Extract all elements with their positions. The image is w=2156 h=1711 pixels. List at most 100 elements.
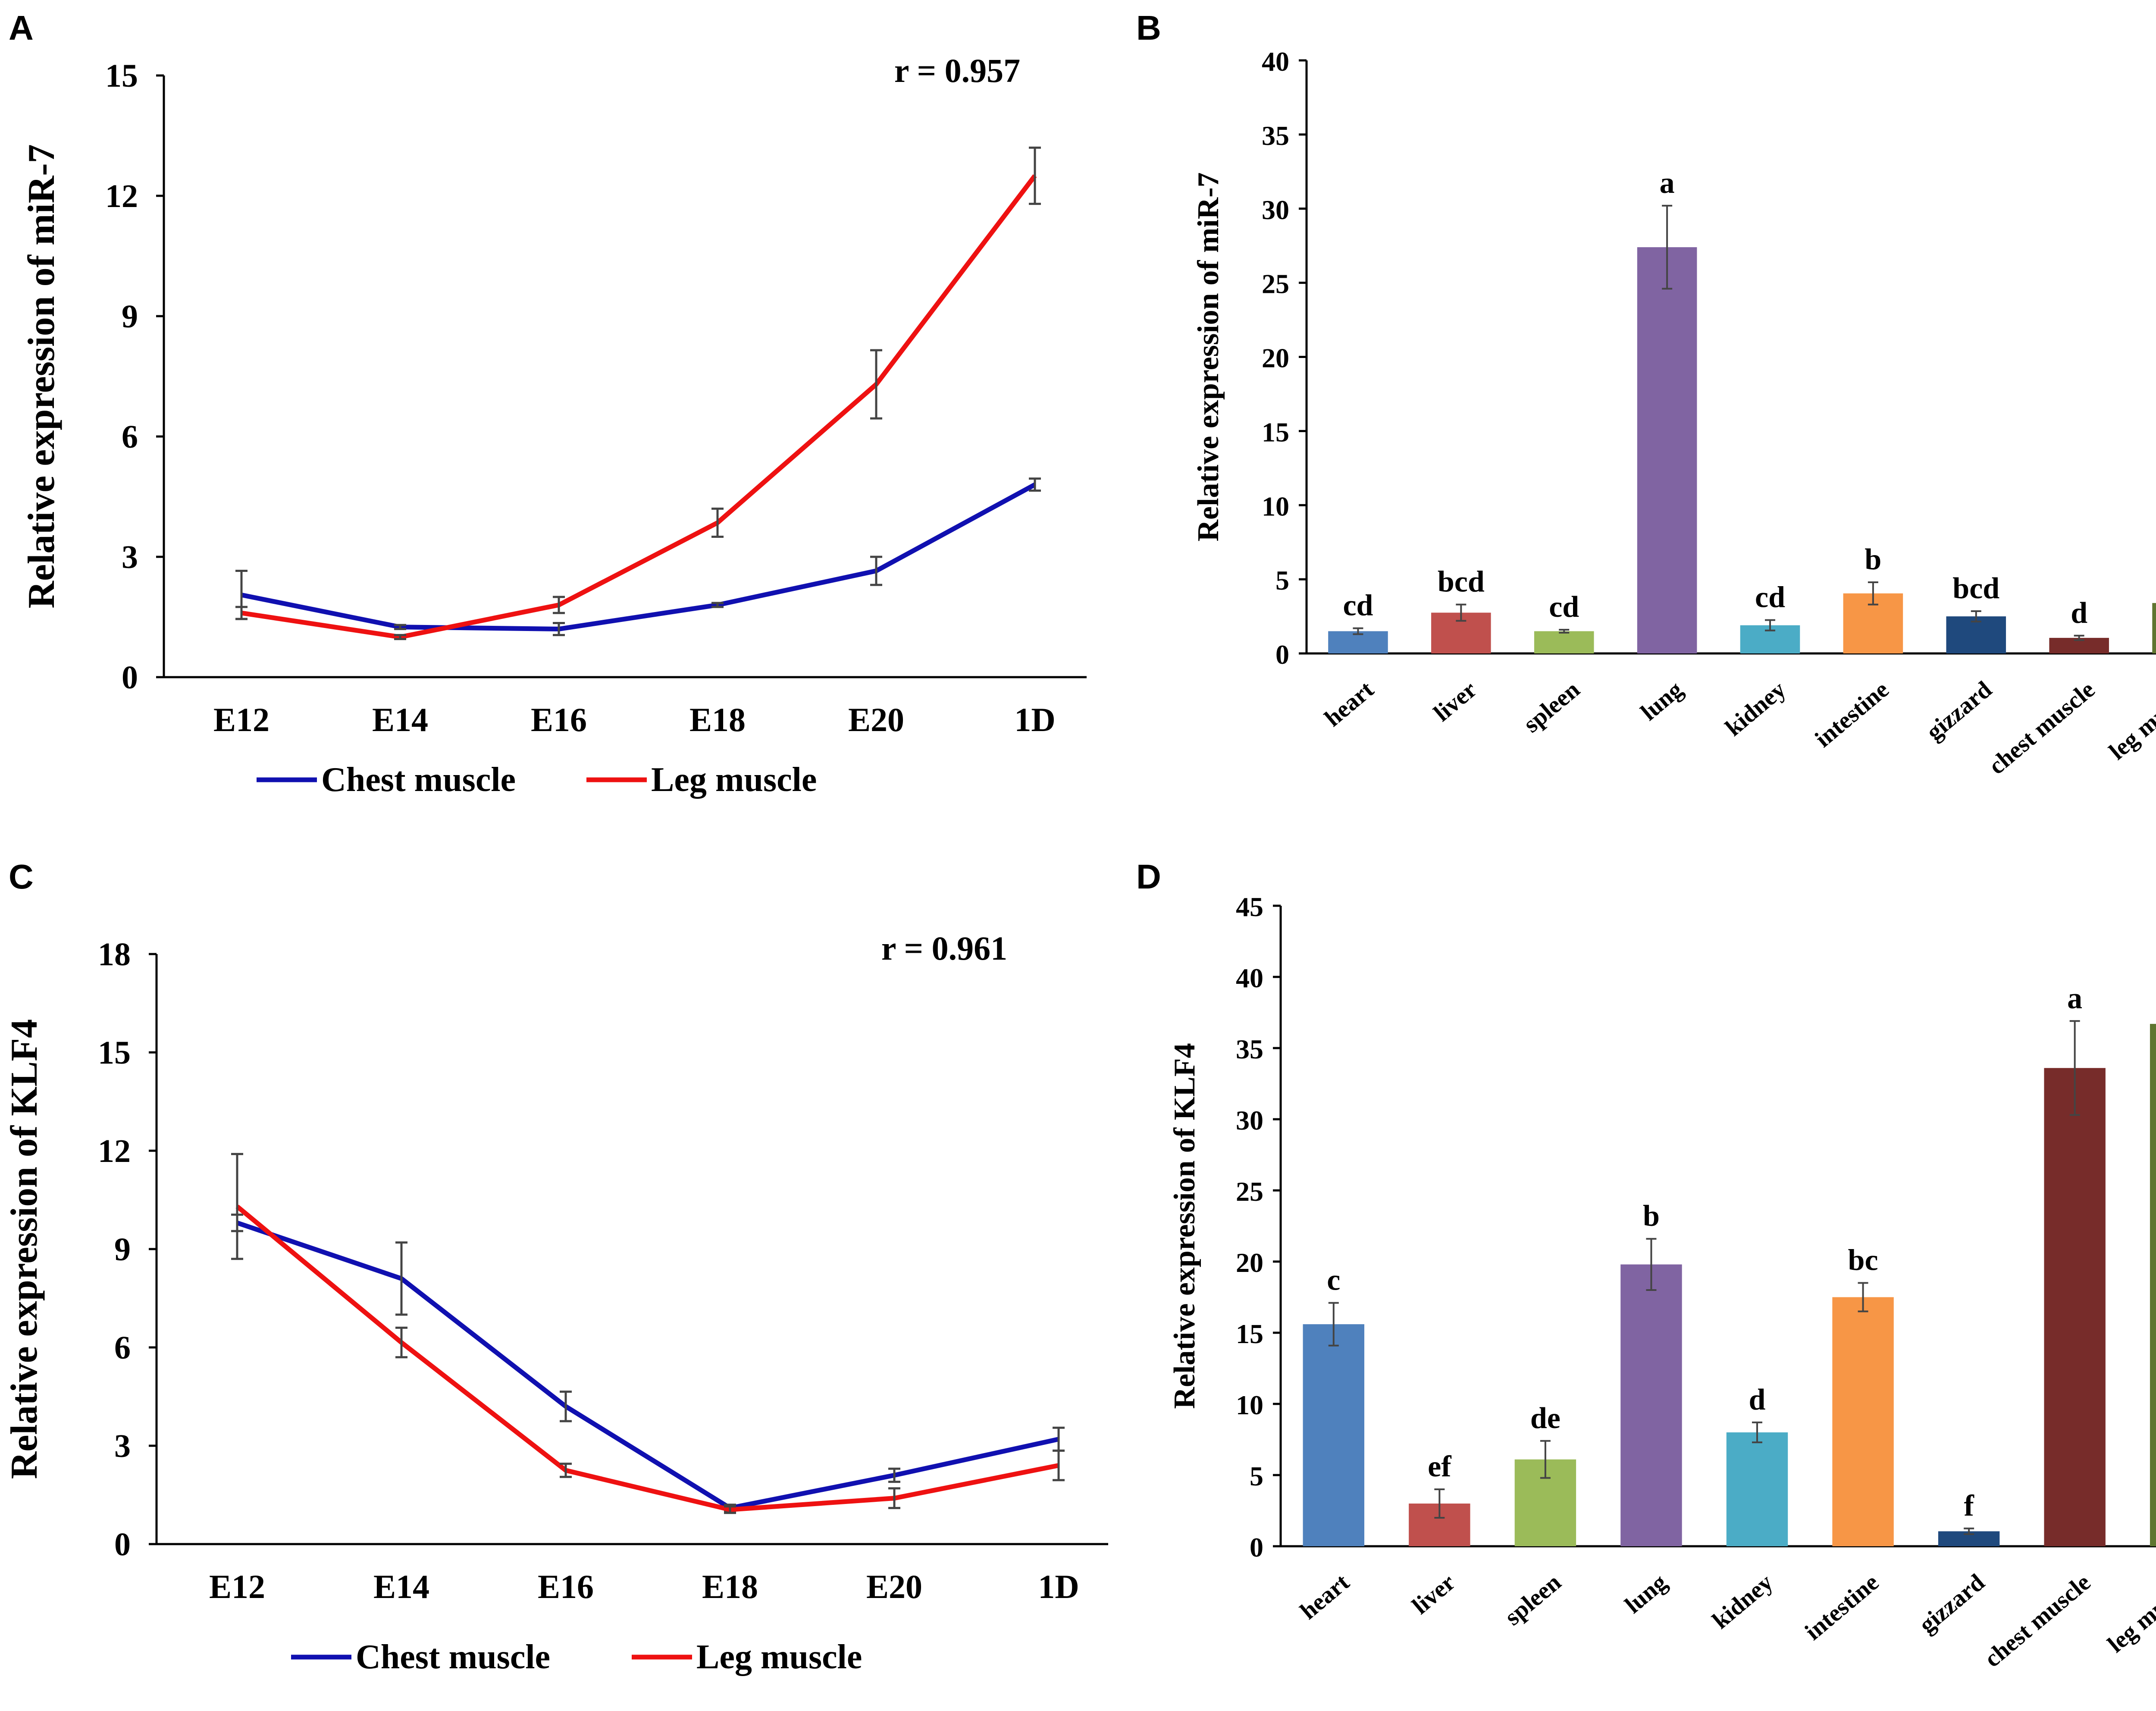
x-tick-label: E20 [848,701,904,738]
bar [2150,1023,2156,1546]
y-tick-label: 30 [1262,195,1289,225]
y-axis-label: Relative expression of KLF4 [1168,1043,1201,1409]
significance-letter: cd [1549,590,1579,624]
bar [1946,616,2006,653]
error-bar [1858,1282,1868,1312]
chart-a: 0 3 6 9 12 15 E12 E14 E16 E18 E20 1D Relative expres… [21,52,1087,799]
correlation-annotation: r = 0.961 [881,929,1007,967]
significance-letter: f [1964,1489,1974,1523]
bar [1832,1297,1894,1546]
series-line [241,174,1037,640]
y-tick-label: 6 [122,419,138,455]
error-bar [1559,629,1570,634]
panel-label-c: C [9,857,34,896]
series-line [236,1220,1059,1510]
y-tick-label: 35 [1262,120,1289,151]
y-tick-label: 15 [98,1035,131,1071]
x-tick-label: kidney [1708,1569,1778,1634]
x-tick-label: 1D [1014,701,1055,738]
significance-letter: b [1643,1199,1660,1233]
x-tick-label: intestine [1810,676,1894,752]
x-tick-label: liver [1407,1569,1460,1619]
bar [1726,1432,1788,1546]
error-bar [1646,1238,1657,1291]
x-tick-label: chest muscle [1984,676,2100,779]
x-tick-label: leg muscle [2104,676,2156,765]
error-bar [1662,204,1673,290]
error-bar [1765,619,1775,631]
y-tick-label: 15 [1236,1319,1263,1349]
significance-letter: de [1530,1402,1561,1435]
significance-letter: bcd [1952,572,1999,605]
y-tick-label: 20 [1262,343,1289,374]
y-tick-label: 5 [1275,565,1289,596]
significance-letter: d [2071,596,2087,630]
significance-letter: c [1327,1264,1340,1297]
significance-letter: a [2067,982,2082,1015]
error-bar [2069,1020,2080,1116]
bar [1534,631,1594,653]
y-tick-label: 10 [1236,1390,1263,1420]
y-axis-label: Relative expression of KLF4 [3,1019,45,1479]
error-bar [1971,610,1981,623]
significance-letter: cd [1343,589,1373,622]
x-tick-label: gizzard [1921,676,1997,745]
x-tick-label: 1D [1038,1568,1079,1605]
chart-c: 0 3 6 9 12 15 18 E12 E14 E16 E18 E20 1D Relative expr… [3,929,1108,1676]
series-line [241,482,1036,631]
y-tick-label: 25 [1236,1176,1263,1207]
bar [1620,1264,1682,1546]
x-tick-label: kidney [1720,676,1791,741]
bar [2152,603,2156,653]
y-tick-label: 20 [1236,1247,1263,1278]
error-bar [1353,627,1363,635]
x-tick-label: gizzard [1914,1569,1990,1638]
y-tick-label: 40 [1236,963,1263,993]
x-tick-label: E12 [209,1568,265,1605]
panel-label-d: D [1136,857,1161,896]
error-bar [1328,1302,1339,1347]
significance-letter: bc [1848,1244,1878,1277]
error-bar [1434,1488,1445,1519]
y-tick-label: 3 [122,539,138,575]
significance-letter: b [1865,543,1881,576]
x-tick-label: E18 [689,701,746,738]
y-tick-label: 25 [1262,269,1289,299]
y-tick-label: 18 [98,936,131,973]
x-tick-label: liver [1429,676,1482,726]
bar [2044,1068,2106,1546]
error-bar [1752,1421,1762,1444]
y-tick-label: 30 [1236,1105,1263,1136]
legend: Chest muscle Leg muscle [257,761,817,799]
panel-label-a: A [9,9,34,47]
x-tick-label: E14 [373,1568,429,1605]
x-tick-label: E14 [372,701,428,738]
significance-letter: ef [1428,1450,1451,1483]
error-bar [2074,634,2084,641]
y-tick-label: 3 [114,1428,131,1464]
x-tick-label: spleen [1518,676,1585,738]
significance-letter: d [1749,1383,1766,1416]
x-tick-label: E12 [213,701,270,738]
x-tick-label: chest muscle [1979,1569,2096,1672]
error-bar [1964,1527,1974,1535]
series-line [235,1204,1059,1512]
y-tick-label: 45 [1236,892,1263,922]
bar [1303,1324,1364,1546]
y-tick-label: 15 [1262,417,1289,447]
panel-label-b: B [1136,9,1161,47]
x-tick-label: lung [1636,676,1688,726]
y-tick-label: 0 [122,659,138,696]
y-tick-label: 0 [1250,1532,1263,1563]
significance-letter: bcd [1438,565,1485,599]
bar [1637,247,1697,653]
y-tick-label: 0 [1275,639,1289,670]
y-axis-label: Relative expression of miR-7 [1192,172,1225,541]
x-tick-label: leg muscle [2103,1569,2156,1658]
y-tick-label: 10 [1262,491,1289,521]
x-tick-label: heart [1295,1569,1355,1625]
error-bar [1868,581,1878,606]
legend-label: Chest muscle [356,1638,550,1676]
y-tick-label: 40 [1262,46,1289,77]
